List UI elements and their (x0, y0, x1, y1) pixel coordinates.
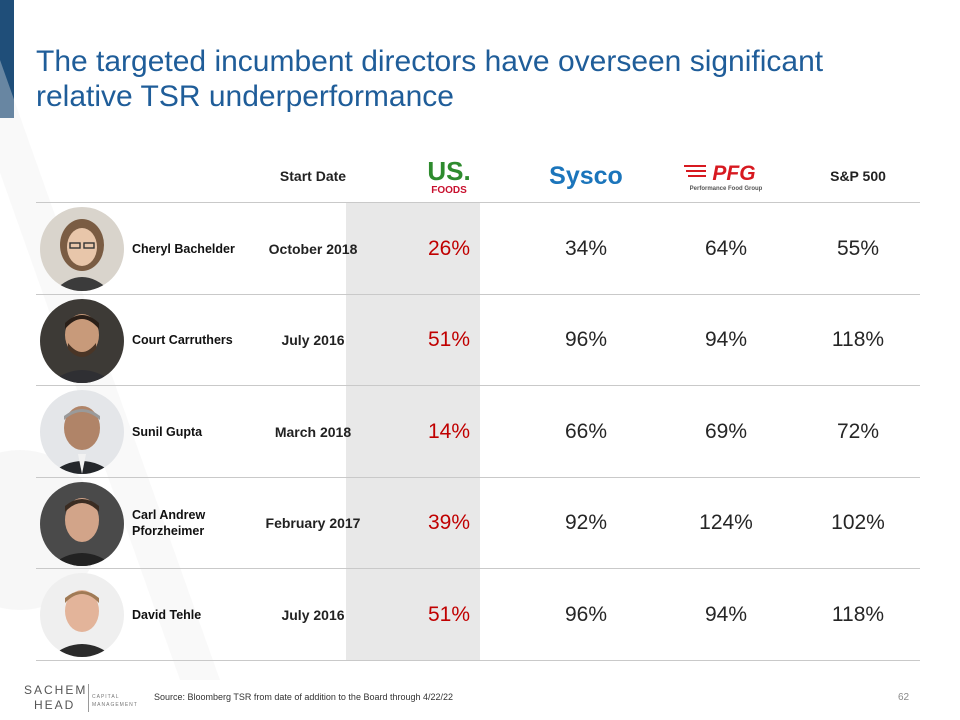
table-row: David Tehle July 2016 51% 96% 94% 118% (36, 569, 920, 661)
director-name: Sunil Gupta (132, 424, 203, 439)
sp500-tsr: 118% (831, 602, 885, 626)
avatar-cheryl-bachelder (40, 207, 124, 291)
sysco-tsr: 92% (564, 511, 608, 534)
page-number: 62 (898, 692, 910, 703)
sp500-tsr: 55% (836, 236, 880, 260)
svg-text:CAPITAL: CAPITAL (92, 694, 119, 700)
sysco-logo-icon: Sysco (549, 162, 623, 190)
source-footnote: Source: Bloomberg TSR from date of addit… (154, 692, 454, 702)
pfg-tsr: 69% (704, 419, 748, 443)
director-name: Cheryl Bachelder (132, 241, 235, 256)
us-foods-logo-icon: US. FOODS (427, 156, 470, 196)
start-date: March 2018 (274, 423, 352, 440)
start-date: July 2016 (281, 332, 345, 348)
us-foods-column-highlight (346, 203, 480, 661)
pfg-tsr: 94% (704, 328, 748, 351)
sysco-tsr: 96% (564, 602, 608, 626)
tsr-table: Start Date US. FOODS Sysco PFG Performan… (36, 148, 920, 661)
svg-text:US.: US. (427, 156, 470, 186)
accent-bar (0, 0, 14, 118)
table-header-row: Start Date US. FOODS Sysco PFG Performan… (36, 148, 920, 203)
sysco-tsr: 66% (564, 419, 608, 443)
director-name: Carl Andrew Pforzheimer (132, 508, 206, 538)
us-foods-logo: US. FOODS (382, 148, 516, 203)
pfg-tsr: 94% (704, 602, 748, 626)
us-foods-tsr: 39% (427, 511, 471, 534)
start-date: February 2017 (265, 515, 361, 531)
svg-text:Performance Food Group: Performance Food Group (690, 186, 763, 192)
header-start-date: Start Date (279, 167, 347, 184)
us-foods-tsr: 51% (427, 602, 471, 626)
table-row: Cheryl Bachelder October 2018 26% 34% 64… (36, 203, 920, 295)
svg-text:PFG: PFG (712, 162, 755, 185)
pfg-tsr: 124% (699, 511, 753, 534)
table-row: Sunil Gupta March 2018 14% 66% 69% 72% (36, 386, 920, 478)
us-foods-tsr: 51% (427, 328, 471, 351)
svg-text:HEAD: HEAD (34, 698, 75, 712)
svg-text:MANAGEMENT: MANAGEMENT (92, 702, 138, 708)
avatar-sunil-gupta (40, 390, 124, 474)
director-name: Court Carruthers (132, 333, 233, 347)
director-name: David Tehle (132, 607, 202, 622)
table-row: Carl Andrew Pforzheimer February 2017 39… (36, 478, 920, 569)
sysco-tsr: 34% (564, 236, 608, 260)
pfg-logo-icon: PFG Performance Food Group (684, 162, 763, 192)
sachem-head-logo: SACHEM HEAD CAPITAL MANAGEMENT (24, 683, 138, 712)
sp500-tsr: 102% (831, 511, 885, 534)
avatar-david-tehle (40, 573, 124, 657)
page-title: The targeted incumbent directors have ov… (36, 45, 824, 113)
sysco-tsr: 96% (564, 328, 608, 351)
pfg-tsr: 64% (704, 236, 748, 260)
start-date: October 2018 (268, 240, 358, 257)
sp500-tsr: 118% (831, 328, 885, 351)
header-sp500: S&P 500 (830, 167, 886, 184)
table-row: Court Carruthers July 2016 51% 96% 94% 1… (36, 295, 920, 386)
sysco-logo: Sysco (516, 148, 656, 203)
svg-text:Sysco: Sysco (549, 162, 623, 190)
us-foods-tsr: 26% (427, 236, 471, 260)
avatar-carl-andrew-pforzheimer (40, 481, 124, 566)
us-foods-tsr: 14% (427, 419, 471, 443)
pfg-logo: PFG Performance Food Group (656, 148, 796, 203)
svg-text:FOODS: FOODS (431, 185, 467, 196)
sp500-tsr: 72% (836, 419, 880, 443)
avatar-court-carruthers (40, 298, 124, 383)
start-date: July 2016 (281, 606, 345, 623)
svg-text:SACHEM: SACHEM (24, 683, 87, 697)
